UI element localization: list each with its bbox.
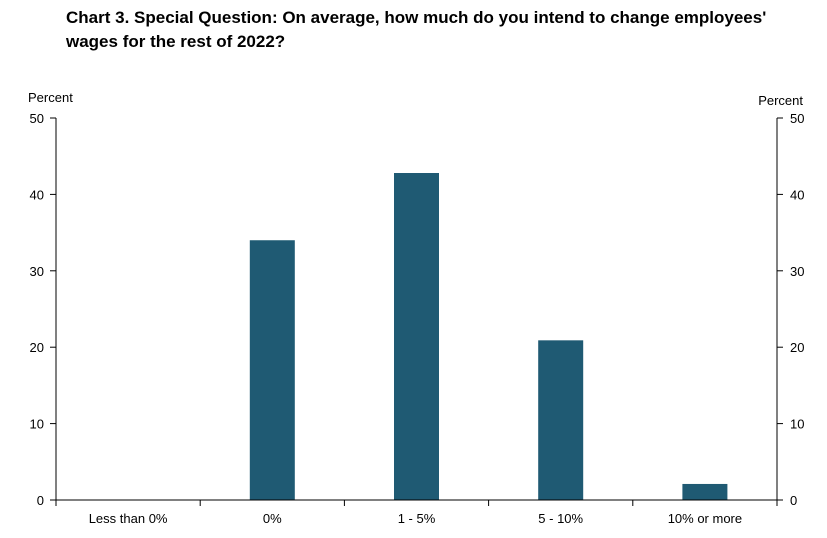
y-axis-label-right: Percent: [758, 93, 803, 108]
y-tick-label-left-4: 40: [30, 187, 44, 202]
x-tick-label-0: Less than 0%: [89, 511, 168, 526]
bar-1: [249, 240, 295, 501]
y-tick-label-left-2: 20: [30, 340, 44, 355]
bars-group: [249, 173, 728, 501]
x-tick-label-3: 5 - 10%: [538, 511, 583, 526]
axes-group: Less than 0% 0% 1 - 5% 5 - 10% 10% or more 0 0…: [30, 111, 805, 526]
chart-title-line-2: wages for the rest of 2022?: [66, 32, 286, 51]
y-tick-label-left-3: 30: [30, 264, 44, 279]
x-tick-label-2: 1 - 5%: [398, 511, 436, 526]
y-tick-label-left-0: 0: [37, 493, 44, 508]
chart-title: Chart 3. Special Question: On average, h…: [66, 6, 806, 54]
y-tick-label-right-1: 10: [790, 417, 804, 432]
x-tick-label-4: 10% or more: [668, 511, 742, 526]
y-axis-label-left: Percent: [28, 90, 73, 105]
y-tick-label-right-2: 20: [790, 340, 804, 355]
y-tick-label-right-0: 0: [790, 493, 797, 508]
bar-4: [682, 483, 728, 500]
y-tick-label-right-5: 50: [790, 111, 804, 126]
y-tick-label-right-3: 30: [790, 264, 804, 279]
y-tick-label-right-4: 40: [790, 187, 804, 202]
x-tick-label-1: 0%: [263, 511, 282, 526]
y-tick-label-left-5: 50: [30, 111, 44, 126]
chart-title-line-1: Chart 3. Special Question: On average, h…: [66, 8, 767, 27]
bar-2: [394, 173, 439, 500]
bar-3: [538, 340, 584, 500]
y-tick-label-left-1: 10: [30, 417, 44, 432]
